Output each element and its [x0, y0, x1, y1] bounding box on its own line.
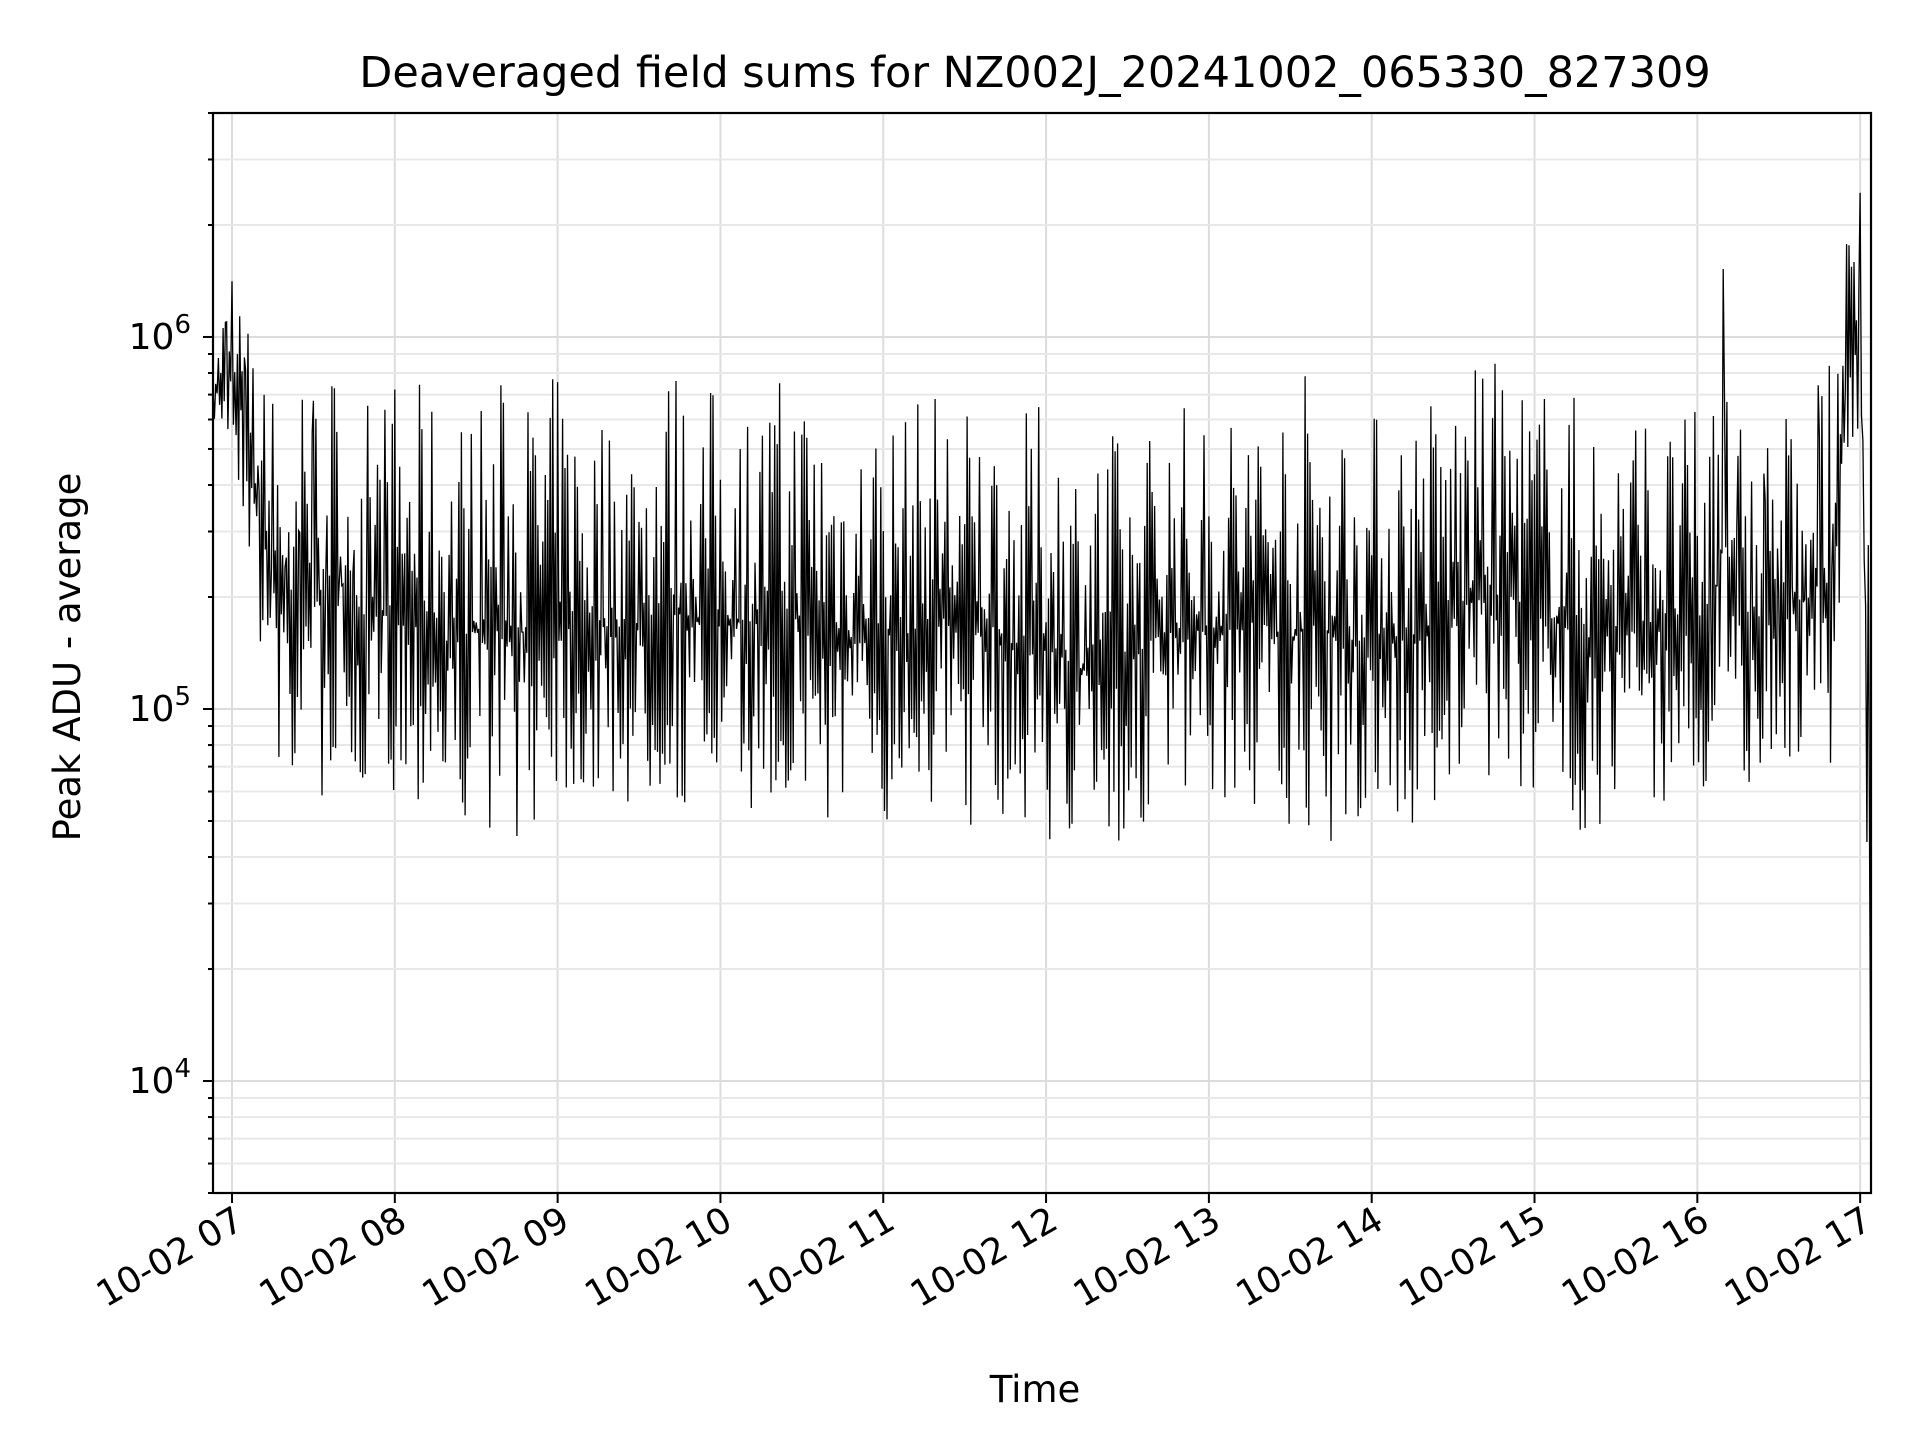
x-tick-label: 10-02 07 — [90, 1199, 251, 1315]
x-axis-label: Time — [989, 1368, 1081, 1411]
y-axis: 104 105 106 — [129, 112, 213, 1194]
series-line-group — [212, 192, 1872, 1151]
x-tick-label: 10-02 13 — [1067, 1199, 1228, 1315]
y-tick-label: 105 — [129, 682, 191, 730]
x-tick-label: 10-02 09 — [415, 1199, 576, 1315]
chart-title: Deaveraged field sums for NZ002J_2024100… — [359, 48, 1710, 98]
plot-frame — [211, 111, 1873, 1195]
y-tick-label: 104 — [129, 1054, 191, 1102]
x-tick-label: 10-02 17 — [1718, 1199, 1879, 1315]
x-tick-label: 10-02 08 — [253, 1199, 414, 1315]
series-line — [212, 192, 1872, 1151]
x-tick-label: 10-02 15 — [1392, 1199, 1553, 1315]
x-tick-label: 10-02 16 — [1555, 1199, 1716, 1315]
x-axis: 10-02 07 10-02 08 10-02 09 10-02 10 10-02 11… — [90, 1193, 1879, 1316]
x-tick-label: 10-02 14 — [1230, 1199, 1391, 1315]
x-tick-label: 10-02 12 — [904, 1199, 1065, 1315]
x-tick-label: 10-02 10 — [578, 1199, 739, 1315]
y-tick-label: 106 — [129, 310, 191, 358]
x-tick-label: 10-02 11 — [741, 1199, 902, 1315]
y-axis-label: Peak ADU - average — [46, 473, 89, 842]
